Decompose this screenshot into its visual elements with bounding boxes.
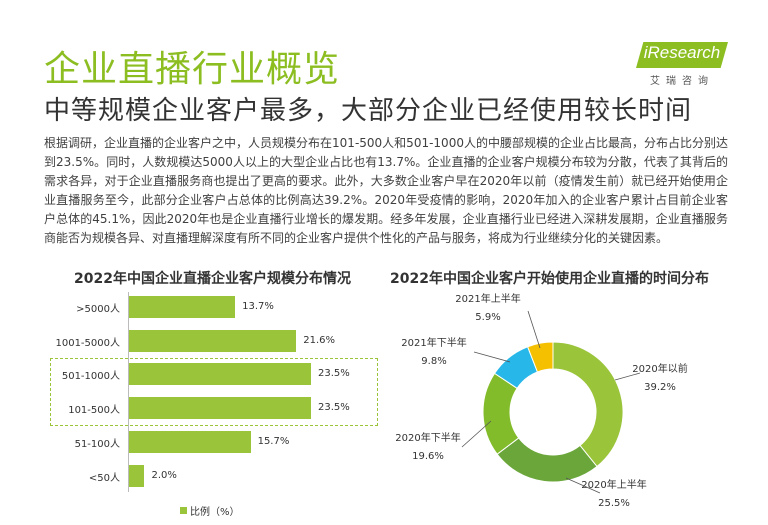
donut-slice	[482, 372, 520, 455]
bar	[129, 397, 311, 420]
iresearch-logo: iResearch 艾瑞咨询	[636, 42, 728, 90]
bar-category-label: >5000人	[76, 304, 120, 315]
donut-slice-label: 2021年下半年	[401, 336, 466, 349]
logo-badge	[636, 42, 728, 68]
bar-category-label: 51-100人	[74, 438, 120, 450]
page-title: 企业直播行业概览	[44, 49, 341, 90]
donut-leader-line	[461, 420, 492, 448]
bar-value-label: 2.0%	[151, 469, 177, 481]
donut-leader-line	[614, 372, 641, 381]
bar	[129, 430, 251, 453]
bar-value-label: 23.5%	[318, 368, 350, 380]
page-subtitle: 中等规模企业客户最多，大部分企业已经使用较长时间	[44, 96, 693, 126]
bar-category-label: 1001-5000人	[55, 337, 120, 349]
donut-slice-value: 19.6%	[412, 451, 444, 462]
bar	[129, 363, 311, 386]
donut-slice-label: 2020年以前	[632, 362, 687, 375]
donut-leader-line	[565, 477, 601, 494]
donut-slice-value: 39.2%	[644, 382, 676, 393]
bar	[129, 296, 236, 318]
bar	[129, 329, 297, 352]
bar-chart-title: 2022年中国企业直播企业客户规模分布情况	[74, 271, 351, 287]
legend-label: 比例（%）	[190, 507, 240, 518]
body-paragraph: 根据调研，企业直播的企业客户之中，人员规模分布在101-500人和501-100…	[44, 136, 728, 245]
donut-slice-value: 25.5%	[598, 498, 630, 509]
bar	[129, 464, 145, 487]
bar-category-label: <50人	[88, 472, 120, 484]
donut-slice	[552, 341, 624, 468]
donut-slice-label: 2020年上半年	[581, 478, 646, 491]
donut-slice-value: 5.9%	[475, 312, 500, 323]
donut-slice-label: 2020年下半年	[395, 431, 460, 444]
bar-value-label: 21.6%	[303, 334, 336, 346]
donut-slice	[496, 437, 598, 483]
donut-leader-line	[527, 310, 541, 349]
bar-value-label: 15.7%	[257, 435, 290, 447]
donut-leader-line	[473, 351, 511, 363]
donut-slice-value: 9.8%	[421, 356, 446, 367]
bar-category-label: 501-1000人	[61, 371, 120, 383]
bar-value-label: 13.7%	[242, 301, 274, 312]
logo-tagline: 艾瑞咨询	[650, 76, 714, 87]
logo-brand: iResearch	[643, 43, 721, 62]
donut-slice	[493, 346, 539, 389]
bar-value-label: 23.5%	[318, 402, 350, 414]
bar-legend: 比例（%）	[180, 503, 240, 518]
donut-slice-label: 2021年上半年	[455, 292, 520, 305]
bar-axis-line	[128, 292, 129, 492]
legend-swatch	[180, 507, 187, 514]
bar-category-label: 101-500人	[68, 405, 120, 417]
bar-highlight-box	[50, 358, 378, 426]
donut-slice	[526, 341, 554, 373]
donut-chart-title: 2022年中国企业客户开始使用企业直播的时间分布	[390, 271, 709, 287]
